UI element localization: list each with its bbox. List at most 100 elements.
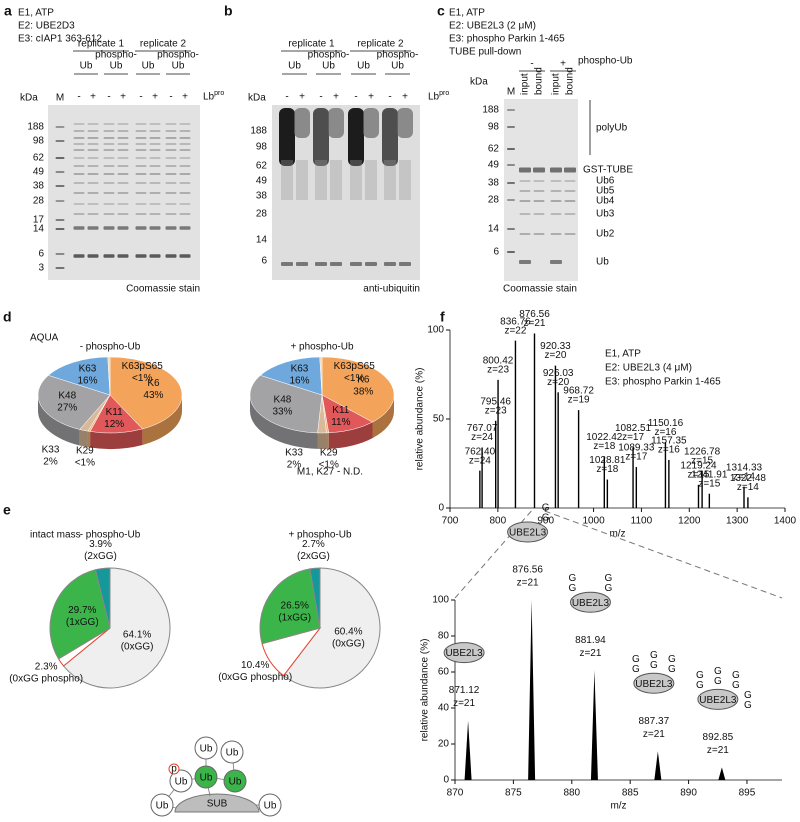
gel-band (87, 157, 99, 159)
zoom-guide (454, 510, 783, 599)
charge-label: z=21 (453, 698, 475, 709)
marker-label: 38 (256, 191, 268, 202)
enzyme-superscript: pro (214, 90, 224, 97)
gel-band (149, 149, 161, 151)
slice-label: 10.4% (241, 660, 269, 671)
lane-label: bound (565, 67, 576, 95)
gel-band (179, 165, 191, 167)
slice-label: 38% (353, 387, 373, 398)
x-tick-label: 700 (442, 516, 459, 527)
gel-band (149, 137, 161, 139)
gel-band (564, 213, 576, 215)
gel-band (55, 219, 65, 221)
gel-band (117, 130, 129, 132)
marker-label: 38 (33, 181, 45, 192)
slice-label: 43% (143, 390, 163, 401)
gel-band (550, 200, 562, 202)
y-tick-label: 60 (438, 667, 450, 678)
modification-label: G (668, 654, 676, 665)
gel-band (117, 192, 129, 194)
peak-label: 892.85 (703, 732, 734, 743)
replicate-label: replicate 1 (78, 39, 125, 50)
sign-label: - (169, 92, 172, 103)
gel-band (564, 167, 576, 173)
sign-label: + (402, 92, 408, 103)
slice-label: <1% (344, 373, 364, 384)
pie-slice (62, 567, 171, 689)
gel-band (165, 149, 177, 151)
x-tick-label: 1000 (582, 516, 605, 527)
gel-band (73, 137, 85, 139)
gel-band (149, 192, 161, 194)
slice-label: K48 (58, 391, 76, 402)
gel-band (135, 182, 147, 184)
modification-label: G (744, 700, 752, 711)
gel-band (533, 200, 545, 202)
gel-band (117, 254, 129, 258)
slice-label: K29 (320, 447, 338, 458)
slice-label: K11 (332, 405, 349, 416)
peak-label: 1157.35 (651, 436, 687, 447)
sign-label: - (388, 92, 391, 103)
gel-smear (397, 108, 413, 138)
sign-label: - (530, 59, 533, 70)
slice-label: 16% (77, 375, 97, 386)
slice-label: 12% (104, 419, 124, 430)
gel-band (165, 165, 177, 167)
gel-band (103, 173, 115, 175)
charge-label: z=15 (691, 455, 713, 466)
gel-band (135, 192, 147, 194)
gel-band (73, 192, 85, 194)
gel-band (73, 149, 85, 151)
charge-label: z=21 (707, 745, 729, 756)
slice-label: (0xGG) (121, 641, 154, 652)
gel-band (507, 228, 515, 230)
gel-band (507, 109, 515, 111)
charge-label: z=22 (504, 325, 526, 336)
gel-band (117, 123, 129, 125)
gel-band (519, 233, 531, 235)
group-label: phospho- (157, 50, 199, 61)
chart-title: + phospho-Ub (288, 530, 352, 541)
charge-label: z=20 (544, 350, 566, 361)
ub-label: Ub (229, 777, 242, 788)
gel-band (103, 213, 115, 215)
gel-band (519, 190, 531, 192)
pie-slice (319, 356, 323, 396)
marker-label: 3 (38, 263, 44, 274)
peak-label: 968.72 (563, 386, 594, 397)
gel-band (87, 192, 99, 194)
pie-slice (309, 567, 321, 629)
band-label: Ub3 (596, 209, 615, 220)
y-axis-label: relative abundance (%) (415, 368, 426, 471)
gel-band (564, 233, 576, 235)
gel-band (179, 192, 191, 194)
gel-band (315, 262, 327, 266)
gel-smear (382, 108, 398, 166)
lane-label: bound (534, 67, 545, 95)
sign-label: + (152, 92, 158, 103)
modification-label: G (542, 503, 550, 514)
gel-band (519, 200, 531, 202)
enzyme-label: Lbpro (203, 90, 224, 103)
peak-label: 1322.48 (730, 473, 767, 484)
note: M1, K27 - N.D. (297, 467, 363, 478)
gel-band (103, 254, 115, 258)
x-tick-label: 895 (739, 788, 756, 799)
sign-label: + (90, 92, 96, 103)
charge-label: z=18 (593, 441, 615, 452)
condition-text: E1, ATP (18, 8, 54, 19)
charge-label: z=19 (568, 395, 590, 406)
gel-band (149, 165, 161, 167)
modification-label: G (732, 670, 740, 681)
chart-title: - phospho-Ub (80, 342, 141, 353)
slice-label: 29.7% (68, 605, 96, 616)
gel-band (117, 213, 129, 215)
gel-band (117, 182, 129, 184)
marker-label: 188 (27, 122, 44, 133)
slice-label: 2% (287, 459, 302, 470)
slice-label: 64.1% (123, 629, 151, 640)
pie-side (38, 395, 80, 446)
pie-side (87, 431, 91, 448)
marker-label: 6 (493, 247, 499, 258)
